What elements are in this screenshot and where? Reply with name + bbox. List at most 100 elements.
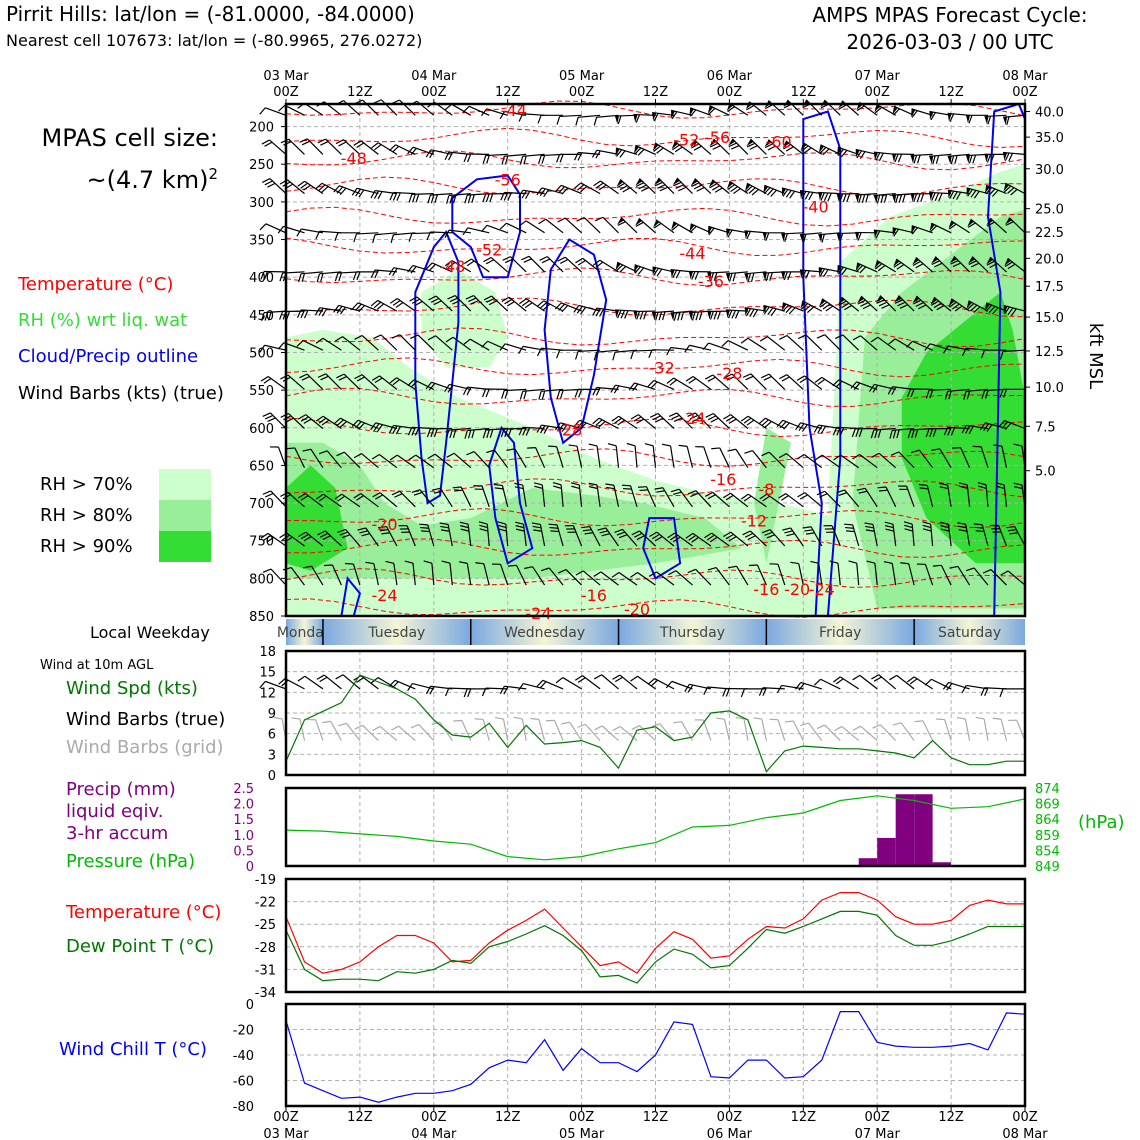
bottom-hour-label: 12Z [643, 1110, 669, 1125]
upper-wind-barb [518, 113, 545, 122]
upper-wind-barb [316, 271, 342, 283]
upper-wind-barb [672, 177, 693, 195]
upper-wind-barb [605, 483, 620, 507]
barb-feather [558, 568, 567, 574]
barb-feather [320, 375, 329, 381]
barb-feather [852, 335, 861, 341]
barb-feather [558, 186, 565, 194]
barb-feather [980, 687, 986, 696]
barb-feather [712, 185, 720, 191]
barb-pennant [652, 143, 659, 151]
barb-staff [692, 532, 712, 547]
upper-wind-barb [684, 344, 712, 353]
barb-feather [518, 113, 524, 122]
barb-feather [967, 222, 976, 228]
upper-wind-barb [875, 295, 897, 312]
barb-feather [592, 417, 600, 425]
barb-staff [966, 347, 989, 351]
barb-feather [786, 533, 795, 537]
barb-staff [596, 307, 619, 312]
grid-wind-barb [410, 723, 435, 742]
precip-pressure-panel: 00.51.01.52.02.5849854859864869874Precip… [66, 779, 1125, 875]
barb-feather [767, 145, 776, 151]
upper-wind-barb [666, 346, 693, 356]
surface-wind-barb [999, 688, 1025, 698]
upper-wind-barb [759, 336, 786, 351]
barb-staff [287, 179, 305, 195]
barb-feather [592, 307, 598, 316]
barb-feather [706, 534, 715, 541]
barb-feather [748, 564, 758, 567]
barb-feather [479, 524, 488, 529]
location-title: Pirrit Hills: lat/lon = (-81.0000, -84.0… [6, 2, 415, 26]
upper-wind-barb [1003, 182, 1026, 196]
barb-staff [618, 571, 638, 586]
weekday-segment [470, 619, 619, 645]
barb-feather [877, 486, 887, 489]
upper-wind-barb [445, 336, 472, 351]
barb-feather [785, 146, 794, 152]
barb-feather [745, 375, 754, 381]
barb-feather [761, 451, 770, 457]
legend-rh80-label: RH > 80% [40, 505, 133, 526]
barb-feather [782, 304, 789, 312]
barb-staff [270, 490, 287, 508]
barb-staff [396, 377, 416, 390]
barb-feather [486, 155, 490, 164]
grid-wind-barb [594, 725, 619, 742]
barb-staff [852, 524, 860, 547]
barb-staff [947, 524, 952, 547]
upper-wind-barb [782, 140, 804, 155]
barb-staff [653, 379, 675, 390]
barb-feather [735, 716, 745, 720]
weekday-name: Thursday [659, 625, 725, 641]
barb-staff [469, 338, 490, 351]
barb-feather [624, 310, 629, 319]
barb-feather [372, 492, 381, 498]
barb-feather [879, 489, 888, 492]
upper-wind-barb [633, 264, 656, 275]
barb-feather [713, 311, 718, 320]
upper-wind-barb [427, 453, 453, 469]
grid-wind-barb [956, 716, 971, 741]
barb-feather [764, 421, 772, 428]
barb-staff [957, 566, 971, 586]
barb-feather [903, 521, 913, 525]
barb-feather [434, 194, 438, 204]
barb-feather [612, 674, 621, 680]
barb-feather [486, 297, 495, 303]
barb-staff [576, 446, 583, 468]
wind-frame [284, 649, 1027, 777]
barb-feather [616, 264, 624, 272]
barb-feather [803, 304, 812, 312]
barb-feather [407, 683, 413, 691]
barb-staff [283, 342, 305, 351]
barb-feather [709, 183, 718, 189]
barb-feather [300, 309, 305, 319]
barb-feather [749, 145, 758, 150]
upper-wind-barb [779, 374, 804, 390]
barb-feather [392, 145, 400, 153]
barb-feather [984, 687, 989, 697]
grid-wind-barb [431, 721, 453, 741]
barb-feather [798, 334, 807, 340]
barb-feather [374, 377, 383, 383]
barb-feather [339, 531, 348, 536]
barb-staff [265, 223, 287, 234]
barb-staff [490, 257, 509, 273]
barb-feather [504, 298, 513, 305]
top-hour-label: 12Z [495, 85, 521, 100]
barb-feather [315, 231, 320, 240]
weekday-name: Friday [819, 625, 861, 641]
barb-feather [767, 307, 774, 316]
barb-pennant [653, 219, 660, 228]
barb-feather [355, 188, 361, 197]
barb-feather [851, 428, 856, 438]
barb-feather [859, 266, 867, 274]
barb-feather [421, 530, 430, 533]
upper-wind-barb [518, 345, 545, 355]
barb-feather [829, 560, 839, 564]
grid-wind-barb [914, 720, 934, 741]
upper-wind-barb [855, 193, 878, 204]
barb-feather [875, 152, 881, 161]
